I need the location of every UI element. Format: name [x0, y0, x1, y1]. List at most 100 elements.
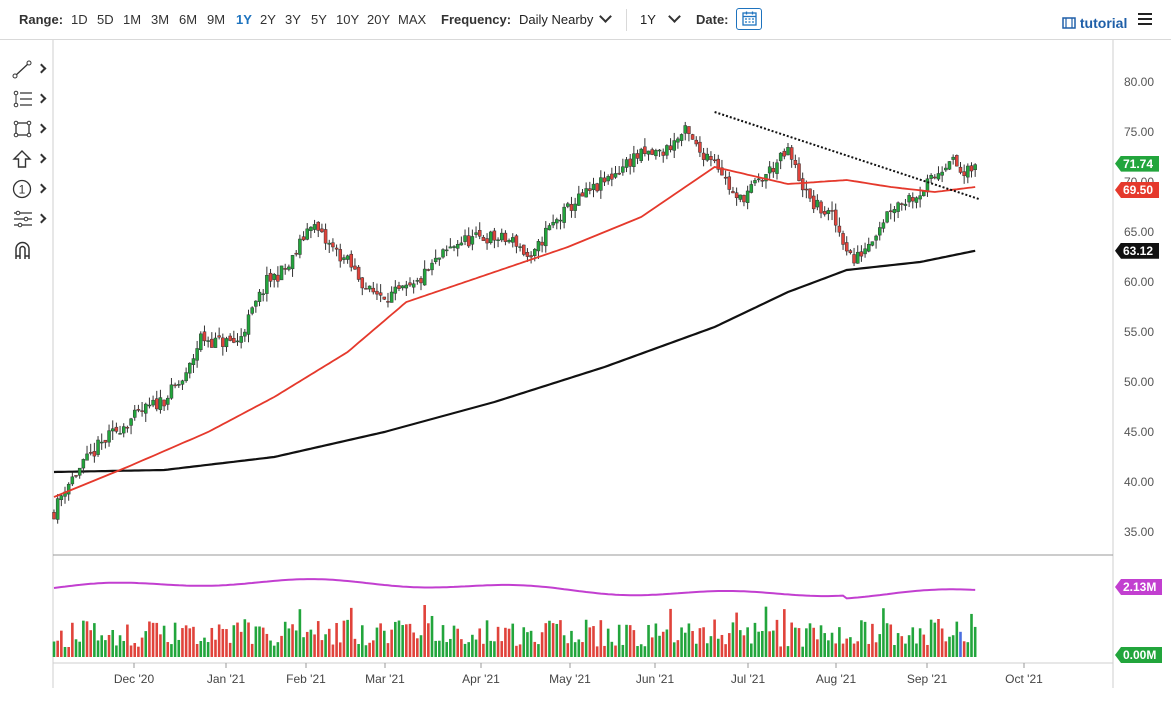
candle-body	[958, 166, 963, 173]
volume-bar	[247, 622, 250, 657]
arrow-tool-button[interactable]	[8, 148, 48, 170]
candle-body	[70, 476, 75, 485]
volume-bar	[397, 620, 401, 657]
candle-body	[951, 156, 955, 160]
y-tick-label: 55.00	[1124, 325, 1154, 339]
x-tick-label: Apr '21	[462, 672, 500, 686]
volume-bar	[115, 645, 118, 657]
volume-bar	[790, 622, 793, 657]
volume-bar	[735, 612, 738, 657]
range-1y[interactable]: 1Y	[236, 12, 252, 27]
ma200-badge: 63.12	[1115, 242, 1160, 259]
candle-body	[184, 372, 188, 382]
volume-bar	[489, 640, 493, 657]
candle-body	[426, 269, 431, 271]
magnet-icon	[15, 241, 30, 259]
candle-body	[162, 399, 166, 407]
range-1d[interactable]: 1D	[71, 12, 88, 27]
volume-bar	[713, 619, 716, 657]
candle-body	[81, 459, 86, 469]
range-9m[interactable]: 9M	[207, 12, 226, 27]
volume-bar	[93, 623, 96, 657]
pattern-tool-button[interactable]	[8, 208, 48, 230]
candle-body	[66, 483, 71, 495]
shape-tool-button[interactable]	[8, 118, 48, 140]
volume-bar	[63, 646, 67, 657]
range-10y[interactable]: 10Y	[336, 12, 360, 27]
volume-bar	[148, 621, 151, 657]
volume-bar	[581, 642, 584, 657]
candle-body	[408, 282, 412, 286]
volume-bar	[493, 641, 496, 657]
magnet-button[interactable]	[8, 238, 48, 260]
candle-body	[690, 134, 695, 140]
range-20y[interactable]: 20Y	[367, 12, 391, 27]
range-max[interactable]: MAX	[398, 12, 427, 27]
volume-bar	[845, 638, 849, 657]
candle-body	[441, 249, 445, 258]
volume-bar	[449, 638, 452, 657]
volume-bar	[951, 635, 955, 657]
volume-bar	[962, 641, 966, 657]
volume-bar	[731, 622, 735, 657]
period-dropdown[interactable]: 1Y	[640, 10, 681, 27]
annotation-tool-button[interactable]: 1	[8, 178, 48, 200]
tutorial-link[interactable]: tutorial	[1062, 15, 1127, 31]
volume-bar	[918, 628, 922, 657]
candle-body	[852, 254, 856, 264]
volume-bar	[577, 639, 581, 657]
candle-body	[206, 340, 210, 342]
hamburger-menu-icon[interactable]	[1138, 13, 1152, 26]
chart-frame	[52, 40, 1114, 688]
range-1m[interactable]: 1M	[123, 12, 142, 27]
candle-body	[437, 257, 442, 260]
candle-body	[889, 210, 893, 212]
range-5y[interactable]: 5Y	[311, 12, 327, 27]
volume-bar	[82, 620, 85, 657]
volume-bar	[639, 644, 643, 657]
candle-body	[118, 433, 122, 435]
volume-bar	[628, 625, 632, 657]
volume-bar	[371, 640, 375, 657]
frequency-dropdown[interactable]: Daily Nearby	[519, 10, 613, 27]
candle-body	[672, 140, 676, 151]
x-tick-label: Jan '21	[207, 672, 246, 686]
film-icon	[1062, 17, 1076, 29]
range-3y[interactable]: 3Y	[285, 12, 301, 27]
volume-bar	[236, 622, 239, 657]
range-5d[interactable]: 5D	[97, 12, 114, 27]
volume-bar	[948, 636, 951, 657]
range-2y[interactable]: 2Y	[260, 12, 276, 27]
candle-body	[668, 145, 673, 151]
trend-line[interactable]	[714, 111, 980, 200]
line-tool-button[interactable]	[8, 58, 48, 80]
volume-bar	[867, 643, 871, 657]
volume-bar	[522, 627, 526, 657]
toolbar: Range: 1D 5D 1M 3M 6M 9M 1Y 2Y 3Y 5Y 10Y 20Y MAX Fre…	[0, 0, 1171, 40]
volume-bar	[621, 644, 625, 657]
volume-bar	[687, 623, 691, 657]
candle-body	[125, 426, 130, 429]
range-3m[interactable]: 3M	[151, 12, 170, 27]
candle-body	[371, 287, 376, 293]
volume-bar	[184, 625, 188, 657]
candle-body	[151, 399, 155, 406]
candle-body	[129, 418, 133, 426]
candle-body	[940, 171, 944, 176]
date-picker-button[interactable]	[736, 8, 762, 30]
candle-body	[470, 236, 475, 245]
range-6m[interactable]: 6M	[179, 12, 198, 27]
candle-body	[533, 249, 537, 256]
candle-body	[929, 174, 933, 179]
volume-bar	[272, 645, 276, 657]
volume-bars	[52, 605, 977, 657]
volume-bar	[874, 642, 878, 657]
volume-bar	[192, 626, 195, 657]
volume-bar	[672, 642, 676, 657]
volume-bar	[724, 644, 727, 657]
candle-body	[228, 335, 232, 341]
volume-bar	[416, 638, 419, 657]
fibonacci-tool-button[interactable]	[8, 88, 48, 110]
candle-body	[481, 236, 486, 241]
